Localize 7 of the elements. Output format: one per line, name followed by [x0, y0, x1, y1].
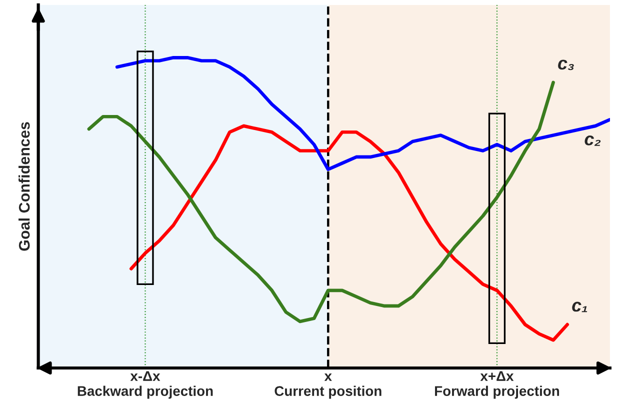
series-label: c₃ — [558, 60, 574, 70]
series-label: c₁ — [572, 302, 588, 312]
x-tick-label: x Current position — [274, 374, 382, 399]
x-tick-label: x+Δx Forward projection — [435, 371, 560, 399]
y-axis-title: Goal Confidences — [18, 122, 30, 251]
x-tick-label: x-Δx Backward projection — [78, 371, 213, 399]
series-label: c₂ — [584, 136, 601, 146]
